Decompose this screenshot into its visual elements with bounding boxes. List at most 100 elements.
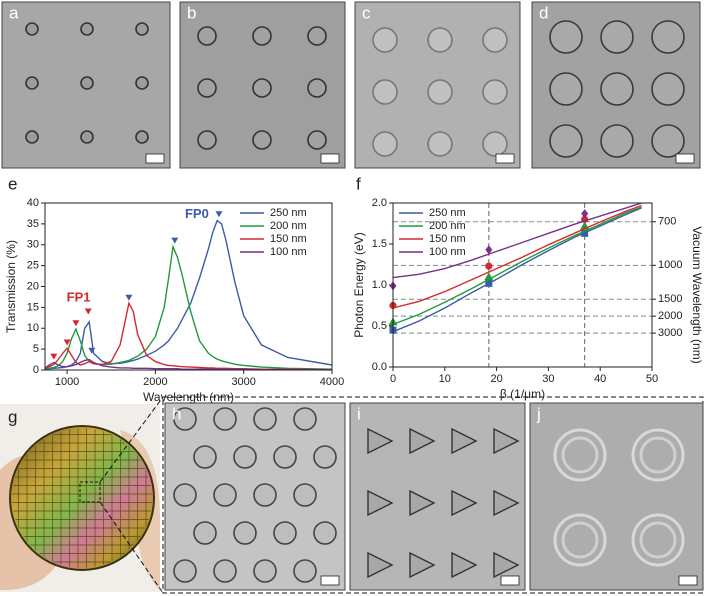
triangle-feature [409,427,436,455]
x-axis-title: β (1/μm) [500,387,545,401]
disk-feature [600,124,634,158]
micrograph [529,402,704,591]
data-point [485,279,493,287]
peak-marker [50,353,58,360]
disk-feature [273,521,297,545]
disk-feature [313,445,337,469]
y-axis-title: Transmission (%) [4,240,18,333]
disk-feature [651,124,685,158]
y-tick-label: 5 [33,343,39,355]
disk-feature [135,76,149,90]
data-point [485,245,493,255]
disk-feature [293,483,317,507]
triangle-feature [409,489,436,517]
data-point [581,229,589,237]
data-point [581,209,589,219]
legend-label: 200 nm [270,220,307,232]
data-point [484,272,494,281]
legend-label: 150 nm [270,233,307,245]
series-line [392,204,642,309]
panel-label: e [8,174,17,193]
disk-feature [372,131,398,157]
y2-tick-label: 1000 [658,259,682,271]
disk-feature [197,130,217,150]
annotation: FP0 [185,206,209,221]
data-point [485,262,493,270]
disk-feature [173,559,197,583]
disk-feature [197,26,217,46]
panel-label: b [187,3,196,22]
disk-feature [25,22,39,36]
y-tick-label: 0.5 [372,320,387,332]
series-line [392,202,642,279]
y2-axis-title: Vacuum Wavelength (nm) [690,226,704,363]
y-tick-label: 2.0 [372,197,387,209]
series-line [392,207,642,333]
peak-marker [63,339,71,346]
disk-feature [482,131,508,157]
y-tick-label: 35 [27,218,39,230]
y-tick-label: 15 [27,301,39,313]
disk-feature [252,26,272,46]
panel-label: j [536,404,541,423]
triangle-feature [451,489,478,517]
panel-label: a [9,3,19,22]
panel-label: i [357,404,361,423]
disk-feature [25,130,39,144]
x-tick-label: 3000 [231,376,255,388]
disk-feature [307,26,327,46]
disk-feature [482,79,508,105]
x-axis-title: Wavelength (nm) [143,390,234,404]
plot-frame [392,202,653,368]
disk-feature [253,559,277,583]
disk-feature [273,445,297,469]
series-line [44,301,333,371]
disk-feature [135,22,149,36]
y-axis-title: Photon Energy (eV) [352,232,366,337]
disk-feature [372,27,398,53]
series-line [44,219,333,370]
ring-feature [561,436,599,474]
x-tick-label: 10 [439,373,451,385]
legend-label: 150 nm [429,233,466,245]
disk-feature [372,79,398,105]
disk-feature [427,27,453,53]
wafer [9,425,155,571]
ring-feature [553,428,607,482]
scale-bar [145,153,165,164]
y-tick-label: 10 [27,322,39,334]
ring-feature [631,428,685,482]
disk-feature [651,20,685,54]
triangle-feature [367,489,394,517]
disk-feature [427,131,453,157]
ring-feature [639,521,677,559]
scale-bar [500,575,520,586]
disk-feature [293,407,317,431]
y-tick-label: 1.0 [372,279,387,291]
x-tick-label: 50 [646,373,658,385]
x-tick-label: 1000 [55,376,79,388]
panel-label: c [362,3,371,22]
y-tick-label: 20 [27,280,39,292]
legend-label: 100 nm [429,246,466,258]
legend-label: 100 nm [270,246,307,258]
disk-feature [549,124,583,158]
panel-label: h [172,404,181,423]
y-tick-label: 30 [27,239,39,251]
y-tick-label: 40 [27,197,39,209]
peak-marker [215,211,223,218]
y2-tick-label: 700 [658,216,676,228]
ring-feature [553,513,607,567]
disk-feature [307,78,327,98]
triangle-feature [367,551,394,579]
triangle-feature [493,551,520,579]
disk-feature [600,72,634,106]
annotation: FP1 [67,290,91,305]
disk-feature [173,407,197,431]
peak-marker [84,308,92,315]
peak-marker [171,237,179,244]
triangle-feature [493,489,520,517]
disk-feature [213,483,237,507]
ring-feature [639,436,677,474]
